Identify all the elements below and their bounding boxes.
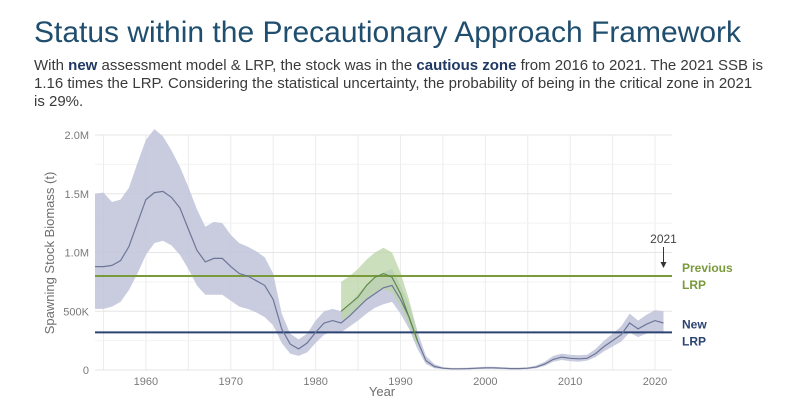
x-tick-label: 2020 [643, 376, 667, 388]
previous-lrp-label-line1: Previous [682, 261, 733, 275]
summary-text-part: from 2016 to 2021. The 2021 SSB is 1.16 … [34, 57, 763, 110]
annotations: 2021 [650, 232, 677, 268]
grid [95, 134, 672, 371]
year-2021-annotation-label: 2021 [650, 232, 677, 246]
summary-emphasis-new: new [68, 57, 98, 74]
x-tick-label: 1990 [388, 376, 412, 388]
slide-title: Status within the Precautionary Approach… [34, 16, 742, 49]
x-tick-label: 1960 [134, 376, 158, 388]
y-tick-label: 1.5M [65, 189, 89, 201]
y-tick-label: 500K [63, 306, 89, 318]
new-model-median-line [95, 190, 664, 370]
summary-emphasis-cautious-zone: cautious zone [416, 57, 517, 74]
y-tick-label: 1.0M [65, 248, 89, 260]
x-tick-label: 1980 [303, 376, 327, 388]
previous-model-uncertainty-band [341, 247, 418, 347]
x-tick-label: 2000 [473, 376, 497, 388]
new-lrp-label-line2: LRP [682, 334, 706, 348]
year-2021-arrow-head [660, 262, 667, 268]
new-lrp-label-line1: New [682, 317, 707, 331]
summary-text-part: assessment model & LRP, the stock was in… [97, 57, 417, 74]
x-axis-title: Year [369, 384, 396, 399]
summary-text: With new assessment model & LRP, the sto… [34, 57, 764, 111]
tick-labels: 0 500K 1.0M 1.5M 2.0M 1960 1970 1980 1990 2000 201… [63, 130, 667, 388]
median-lines [95, 190, 664, 370]
y-tick-label: 2.0M [65, 130, 89, 142]
previous-model-median-line [340, 272, 418, 341]
y-tick-label: 0 [83, 365, 89, 377]
y-axis-title: Spawning Stock Biomass (t) [42, 172, 57, 335]
x-tick-label: 1970 [219, 376, 243, 388]
x-tick-label: 2010 [558, 376, 582, 388]
reference-lines: Previous LRP New LRP [95, 261, 733, 348]
previous-lrp-label-line2: LRP [682, 278, 706, 292]
summary-text-part: With [34, 57, 69, 74]
